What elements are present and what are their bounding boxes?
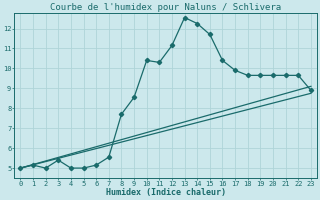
X-axis label: Humidex (Indice chaleur): Humidex (Indice chaleur) bbox=[106, 188, 226, 197]
Title: Courbe de l'humidex pour Naluns / Schlivera: Courbe de l'humidex pour Naluns / Schliv… bbox=[50, 3, 281, 12]
